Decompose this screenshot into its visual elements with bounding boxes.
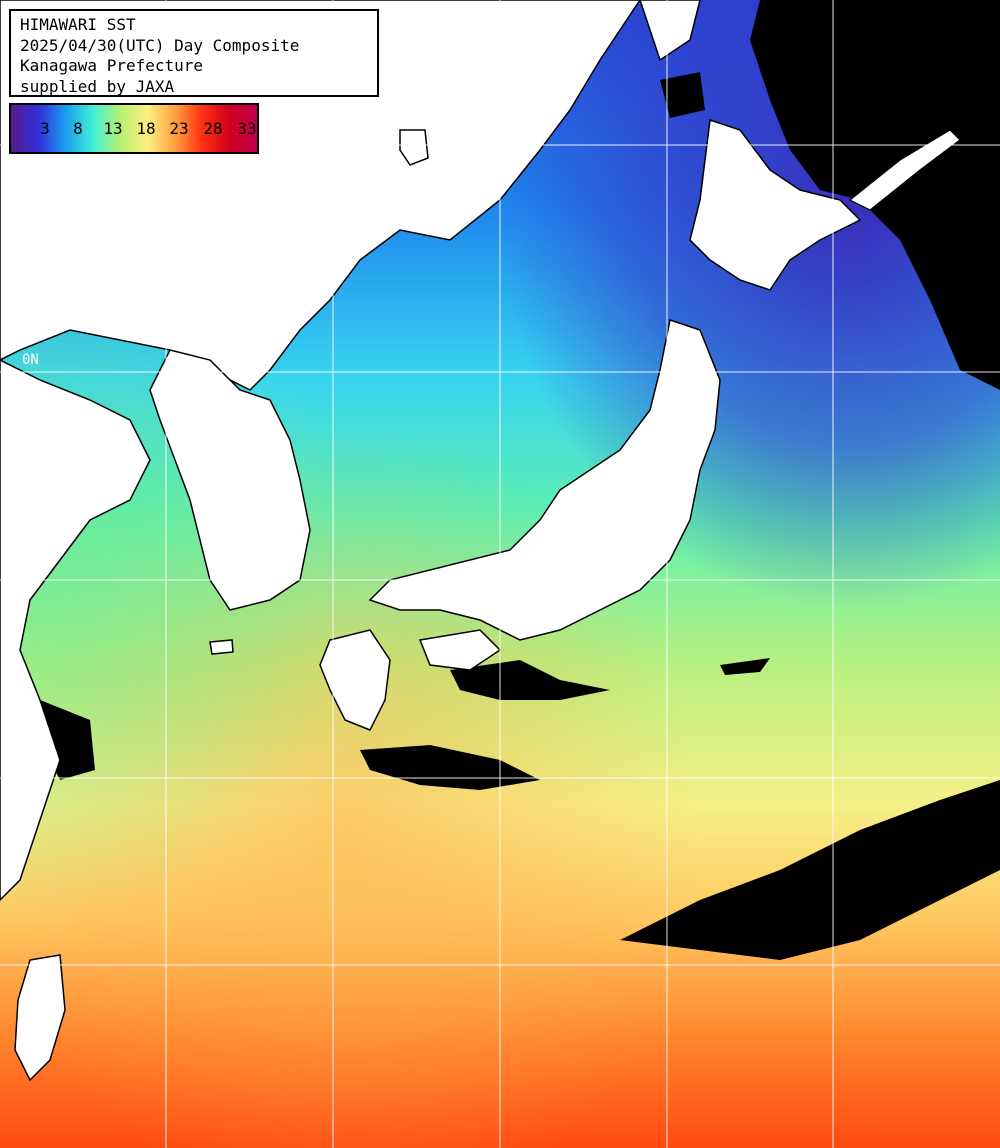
info-line-region: Kanagawa Prefecture — [20, 56, 204, 75]
longitude-label: 140E — [671, 10, 687, 44]
cloud-south-band-1 — [450, 660, 610, 700]
hokkaido-east-islands — [848, 129, 961, 211]
land-honshu — [368, 319, 721, 641]
land-island-north — [399, 129, 429, 166]
latitude-label: 0N — [22, 352, 39, 368]
info-line-date: 2025/04/30(UTC) Day Composite — [20, 35, 300, 55]
land-masses — [0, 0, 862, 1082]
legend-tick: 33 — [237, 119, 257, 138]
land-sakhalin-tip — [639, 0, 701, 62]
cloud-mid-east — [720, 658, 770, 675]
cloud-east-band — [620, 780, 1000, 960]
legend-tick: 8 — [73, 119, 83, 138]
land-kyushu — [319, 629, 391, 731]
land-korea — [149, 349, 311, 611]
map-info-box: HIMAWARI SST 2025/04/30(UTC) Day Composi… — [9, 9, 379, 97]
land-shikoku — [418, 629, 502, 671]
land-eurasia-north — [0, 0, 641, 391]
cloud-south-band-2 — [360, 745, 540, 790]
legend-tick: 3 — [40, 119, 50, 138]
legend-tick: 23 — [169, 119, 189, 138]
info-line-credit: supplied by JAXA — [20, 76, 175, 96]
legend-tick: 28 — [203, 119, 223, 138]
land-taiwan — [14, 954, 66, 1082]
land-hokkaido — [689, 118, 862, 291]
temperature-color-legend: 3 8 13 18 23 28 33 — [9, 103, 259, 154]
legend-tick: 18 — [136, 119, 156, 138]
cloud-ne-small — [660, 72, 705, 118]
land-jeju — [209, 639, 234, 655]
info-line-product: HIMAWARI SST — [20, 15, 136, 34]
legend-tick: 13 — [103, 119, 123, 138]
